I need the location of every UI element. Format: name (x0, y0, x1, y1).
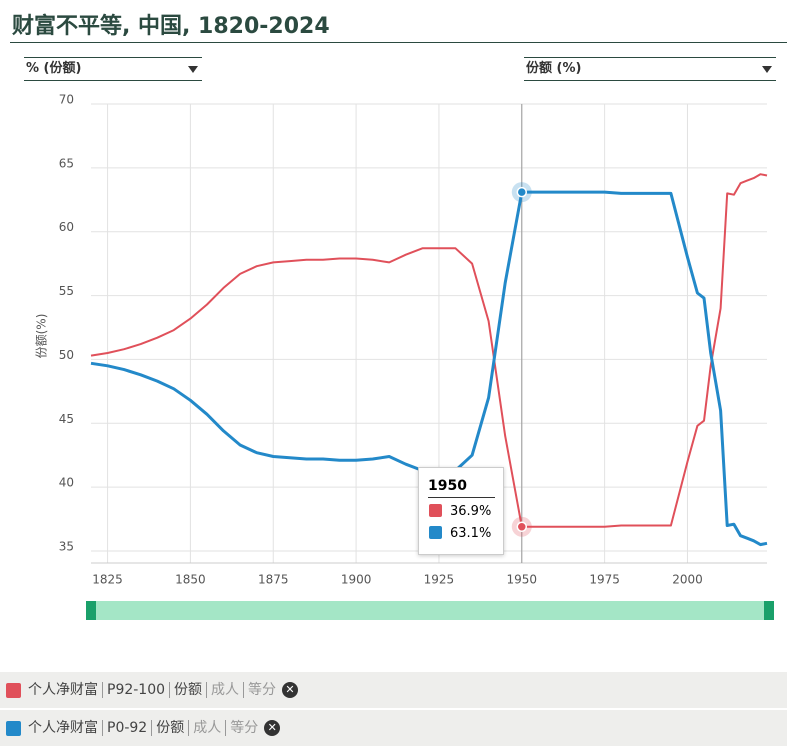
legend-detail: P0-92 (102, 720, 148, 736)
y-tick-label: 65 (59, 156, 74, 170)
legend-text: 个人净财富 P92-100 份额 成人 等分 ✕ (28, 672, 299, 708)
slider-handle[interactable] (86, 601, 96, 620)
legend-detail: 等分 (225, 720, 259, 736)
legend-item: 个人净财富 P0-92 份额 成人 等分 ✕ (0, 710, 787, 746)
tooltip: 1950 36.9% 63.1% (418, 467, 504, 555)
range-slider[interactable] (86, 601, 774, 620)
x-tick-label: 1975 (589, 573, 620, 587)
legend-item: 个人净财富 P92-100 份额 成人 等分 ✕ (0, 672, 787, 708)
legend-detail: P92-100 (102, 682, 166, 698)
legend-swatch (6, 683, 21, 698)
legend-swatch (6, 721, 21, 736)
tooltip-row: 63.1% (429, 526, 503, 542)
x-tick-label: 1950 (507, 573, 538, 587)
chart: 35 40 45 50 55 60 65 70 1825 1850 1875 1900 1925 1950… (35, 93, 774, 620)
remove-button[interactable]: ✕ (264, 720, 281, 736)
x-tick-label: 2000 (672, 573, 703, 587)
y-tick-label: 35 (59, 540, 74, 554)
unit-dropdown[interactable]: % (份额) (24, 57, 202, 81)
y-tick-label: 45 (59, 412, 74, 426)
y-tick-label: 70 (59, 93, 74, 107)
y-tick-label: 50 (59, 348, 74, 362)
legend-detail: 份额 (169, 682, 203, 698)
x-tick-label: 1850 (175, 573, 206, 587)
legend-detail: 成人 (188, 720, 222, 736)
tooltip-row: 36.9% (429, 504, 503, 520)
legend-detail: 等分 (243, 682, 277, 698)
remove-button[interactable]: ✕ (282, 682, 299, 698)
y-tick-label: 55 (59, 284, 74, 298)
tooltip-value: 36.9% (450, 504, 492, 519)
x-tick-label: 1900 (341, 573, 372, 587)
legend-detail: 成人 (206, 682, 240, 698)
legend-name: 个人净财富 (28, 682, 98, 698)
chart-title: 财富不平等, 中国, 1820-2024 (12, 14, 330, 39)
tooltip-value: 63.1% (450, 526, 492, 541)
y-axis-label: 份额(%) (35, 314, 49, 359)
y-tick-label: 40 (59, 476, 74, 490)
y-tick-label: 60 (59, 220, 74, 234)
slider-handle[interactable] (764, 601, 774, 620)
x-tick-label: 1825 (92, 573, 123, 587)
axis-dropdown[interactable]: 份额 (%) (524, 57, 776, 81)
tooltip-title: 1950 (428, 478, 495, 498)
x-tick-label: 1925 (424, 573, 455, 587)
legend-name: 个人净财富 (28, 720, 98, 736)
legend-text: 个人净财富 P0-92 份额 成人 等分 ✕ (28, 710, 281, 746)
x-tick-label: 1875 (258, 573, 289, 587)
series-line (90, 190, 768, 547)
hover-point (516, 186, 528, 198)
title-rule (10, 42, 787, 43)
hover-point (516, 521, 528, 532)
legend-detail: 份额 (151, 720, 185, 736)
